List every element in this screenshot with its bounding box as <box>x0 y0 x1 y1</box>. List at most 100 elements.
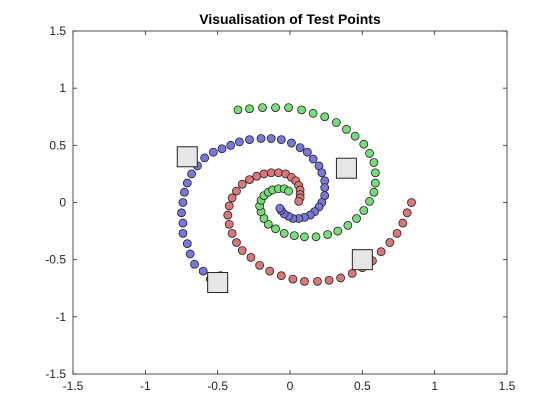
x-tick-label: -1.5 <box>63 379 84 393</box>
circle-marker <box>179 187 189 197</box>
circle-marker <box>350 131 360 141</box>
circle-marker <box>271 224 280 234</box>
circle-marker <box>359 139 369 149</box>
circle-marker <box>208 147 218 157</box>
circle-marker <box>302 147 312 157</box>
circle-marker <box>288 274 298 284</box>
square-marker <box>351 249 373 271</box>
circle-marker <box>407 198 416 207</box>
square-marker <box>176 146 198 168</box>
circle-marker <box>369 158 379 167</box>
circle-marker <box>336 273 346 283</box>
circle-marker <box>232 186 241 196</box>
circle-marker <box>398 218 408 228</box>
circle-marker <box>359 206 369 215</box>
circle-marker <box>294 196 304 206</box>
x-tick-label: -1 <box>140 379 151 393</box>
circle-marker <box>227 193 237 203</box>
circle-marker <box>185 249 195 259</box>
circle-marker <box>237 179 247 189</box>
circle-marker <box>266 168 276 178</box>
circle-marker <box>347 268 357 278</box>
circle-marker <box>237 246 247 255</box>
circle-marker <box>376 247 386 257</box>
circle-marker <box>284 103 293 113</box>
circle-marker <box>178 198 188 207</box>
circle-marker <box>284 186 293 196</box>
circle-marker <box>245 104 254 114</box>
y-tick-label: -1 <box>55 310 66 324</box>
circle-marker <box>227 228 237 238</box>
circle-marker <box>223 210 233 220</box>
circle-marker <box>259 169 269 179</box>
circle-marker <box>182 239 192 249</box>
square-marker <box>207 272 229 294</box>
y-tick-label: -1.5 <box>45 367 66 381</box>
circle-marker <box>234 137 244 147</box>
circle-marker <box>245 175 254 185</box>
circle-marker <box>295 143 305 153</box>
square-marker <box>335 157 357 179</box>
circle-marker <box>274 168 283 178</box>
x-tick-label: 1.5 <box>499 379 516 393</box>
series-3 <box>176 146 373 294</box>
y-tick-label: 0 <box>59 196 66 210</box>
circle-marker <box>275 203 285 213</box>
circle-marker <box>198 266 208 276</box>
circle-marker <box>276 271 286 281</box>
series-2 <box>233 103 380 242</box>
circle-marker <box>279 228 289 238</box>
circle-marker <box>226 140 236 150</box>
circle-marker <box>333 226 343 236</box>
series-1 <box>223 168 416 286</box>
chart-title: Visualisation of Test Points <box>199 11 381 27</box>
circle-marker <box>182 178 192 188</box>
circle-marker <box>324 275 334 285</box>
circle-marker <box>308 154 318 164</box>
circle-marker <box>224 201 234 211</box>
circle-marker <box>370 168 380 178</box>
y-tick-label: 1.5 <box>49 24 66 38</box>
circle-marker <box>369 187 379 197</box>
circle-marker <box>177 208 186 218</box>
circle-marker <box>266 134 276 143</box>
data-points <box>176 103 416 294</box>
x-tick-label: 1 <box>431 379 438 393</box>
y-tick-label: 0.5 <box>49 138 66 152</box>
circle-marker <box>365 196 374 206</box>
circle-marker <box>224 219 234 229</box>
circle-marker <box>217 144 227 154</box>
circle-marker <box>300 232 309 242</box>
circle-marker <box>287 138 296 148</box>
circle-marker <box>297 105 306 115</box>
plot-area <box>72 30 508 375</box>
circle-marker <box>323 230 333 239</box>
y-axis: -1.5 -1 -0.5 0 0.5 1 1.5 <box>45 24 507 381</box>
x-tick-label: 0.5 <box>354 379 371 393</box>
circle-marker <box>365 148 374 158</box>
circle-marker <box>392 228 402 238</box>
circle-marker <box>313 276 322 286</box>
circle-marker <box>320 183 330 193</box>
circle-marker <box>190 259 199 269</box>
y-tick-label: -0.5 <box>45 253 66 267</box>
circle-marker <box>317 168 327 178</box>
circle-marker <box>265 266 275 276</box>
x-tick-label: -0.5 <box>207 379 228 393</box>
circle-marker <box>320 112 330 122</box>
circle-marker <box>258 103 267 113</box>
circle-marker <box>178 228 188 238</box>
circle-marker <box>352 214 361 223</box>
circle-marker <box>289 231 299 241</box>
circle-marker <box>402 208 412 218</box>
circle-marker <box>311 232 321 242</box>
x-tick-label: 0 <box>287 379 294 393</box>
circle-marker <box>246 252 256 262</box>
circle-marker <box>343 220 353 230</box>
circle-marker <box>331 118 341 127</box>
circle-marker <box>232 238 241 247</box>
x-axis: -1.5 -1 -0.5 0 0.5 1 1.5 <box>63 31 516 393</box>
circle-marker <box>200 153 210 163</box>
circle-marker <box>256 134 266 143</box>
circle-marker <box>187 169 197 179</box>
